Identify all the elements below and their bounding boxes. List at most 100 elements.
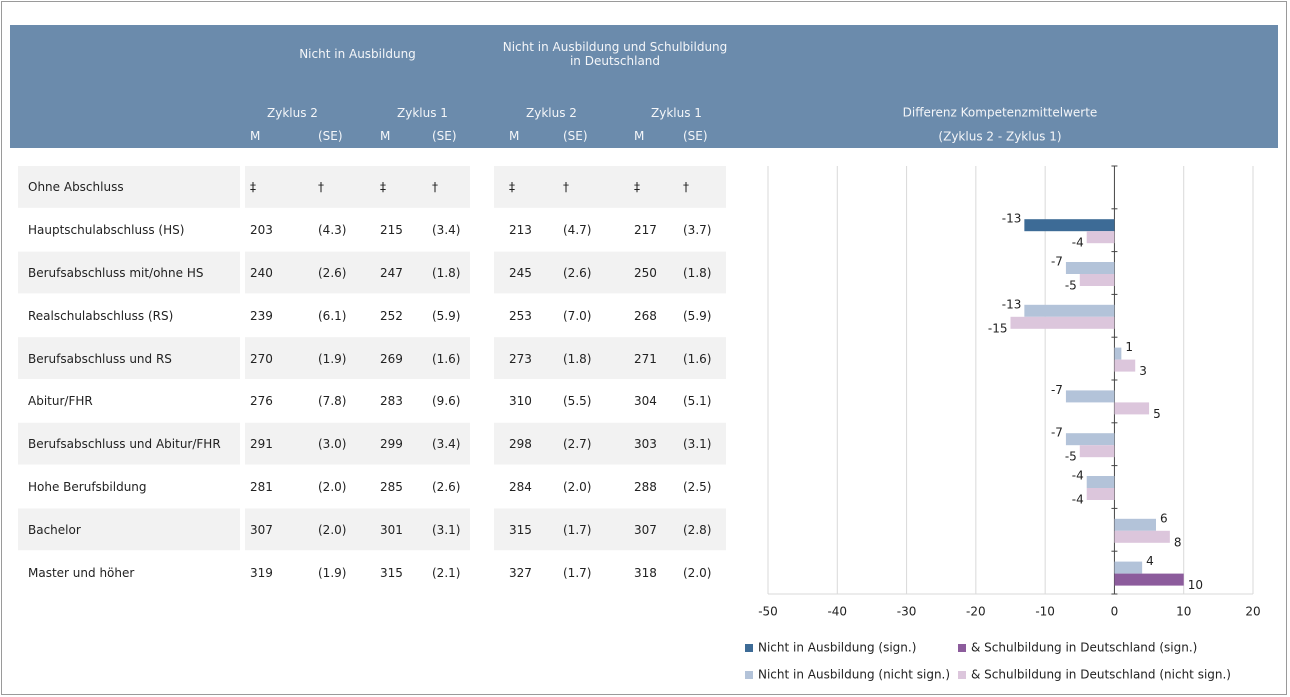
cycle-header: Zyklus 2 <box>267 106 318 120</box>
legend-swatch <box>745 671 753 679</box>
cell: (9.6) <box>432 394 461 409</box>
cell: 240 <box>250 266 273 280</box>
cell: (1.7) <box>563 522 592 537</box>
row-bg <box>245 422 470 465</box>
row-bg <box>245 508 470 551</box>
x-tick-label: 10 <box>1176 605 1191 619</box>
legend-label: Nicht in Ausbildung (sign.) <box>758 641 916 655</box>
cell: 291 <box>250 437 273 452</box>
row-bg <box>494 422 726 465</box>
row-bg <box>245 251 470 294</box>
cell: (1.8) <box>683 266 712 280</box>
data-label: -5 <box>1065 450 1077 464</box>
data-label: -15 <box>988 321 1008 335</box>
cell: (5.9) <box>683 308 712 323</box>
data-label: -4 <box>1072 469 1084 483</box>
bar <box>1079 445 1115 458</box>
cell: 203 <box>250 223 273 238</box>
cell: † <box>318 180 324 195</box>
row-bg <box>18 166 240 208</box>
cell: 315 <box>509 522 532 537</box>
cell: 304 <box>634 394 657 409</box>
bar <box>1086 476 1115 488</box>
bar <box>1114 530 1170 543</box>
data-label: -13 <box>1002 297 1022 311</box>
cell: 307 <box>250 522 273 537</box>
row-label: Hohe Berufsbildung <box>28 480 147 494</box>
bar <box>1024 219 1115 232</box>
cell: (2.1) <box>432 565 461 580</box>
x-tick-label: -30 <box>897 605 917 619</box>
data-label: -4 <box>1072 236 1084 250</box>
data-label: -7 <box>1051 255 1063 269</box>
cell: 319 <box>250 565 273 580</box>
bar <box>1114 402 1150 415</box>
cell: 252 <box>380 308 403 323</box>
legend-swatch <box>745 644 753 652</box>
row-bg <box>245 166 470 208</box>
row-label: Master und höher <box>28 565 135 580</box>
cycle-header: Zyklus 1 <box>397 106 448 120</box>
chart-subtitle: (Zyklus 2 - Zyklus 1) <box>938 130 1061 144</box>
cell: (1.9) <box>318 351 347 366</box>
cell: (2.8) <box>683 522 712 537</box>
data-label: 10 <box>1188 578 1203 592</box>
bar <box>1114 573 1184 586</box>
cell: (3.7) <box>683 223 712 238</box>
x-tick-label: -50 <box>758 605 778 619</box>
cell: † <box>432 180 438 195</box>
column-header: M <box>250 129 261 143</box>
x-tick-label: 0 <box>1111 605 1119 619</box>
cell: (3.1) <box>432 522 461 537</box>
cell: (2.7) <box>563 437 592 452</box>
row-label: Berufsabschluss und RS <box>28 351 172 366</box>
cell: (2.0) <box>563 480 592 494</box>
cell: 268 <box>634 308 657 323</box>
group-header: Nicht in Ausbildung <box>299 47 416 61</box>
cell: 283 <box>380 394 403 409</box>
cell: 284 <box>509 480 532 494</box>
cell: (2.0) <box>683 565 712 580</box>
row-bg <box>494 166 726 208</box>
cell: (1.8) <box>563 351 592 366</box>
cell: 303 <box>634 437 657 452</box>
row-bg <box>18 337 240 379</box>
row-bg <box>18 422 240 465</box>
x-tick-label: -20 <box>966 605 986 619</box>
cell: 271 <box>634 351 657 366</box>
cell: (4.7) <box>563 223 592 238</box>
cell: (2.6) <box>563 266 592 280</box>
cell: 245 <box>509 266 532 280</box>
bar <box>1065 262 1115 274</box>
cycle-header: Zyklus 2 <box>526 106 577 120</box>
cell: 253 <box>509 308 532 323</box>
column-header: M <box>634 129 645 143</box>
bar <box>1010 316 1115 329</box>
cell: 288 <box>634 480 657 494</box>
cell: (2.0) <box>318 522 347 537</box>
row-bg <box>494 508 726 551</box>
column-header: (SE) <box>683 129 708 143</box>
cell: 315 <box>380 565 403 580</box>
row-bg <box>18 508 240 551</box>
data-label: -7 <box>1051 383 1063 397</box>
bar <box>1114 518 1156 531</box>
cell: 301 <box>380 522 403 537</box>
cell: 270 <box>250 351 273 366</box>
legend-label: Nicht in Ausbildung (nicht sign.) <box>758 668 950 682</box>
bar <box>1114 359 1136 372</box>
bar <box>1065 433 1115 446</box>
cell: (2.6) <box>318 266 347 280</box>
cell: 299 <box>380 437 403 452</box>
data-label: -13 <box>1002 212 1022 226</box>
cell: (1.9) <box>318 565 347 580</box>
data-label: -4 <box>1072 493 1084 507</box>
bar <box>1086 488 1115 500</box>
cell: ‡ <box>380 180 386 195</box>
data-label: 5 <box>1153 407 1161 421</box>
row-bg <box>245 337 470 379</box>
cell: (3.4) <box>432 437 461 452</box>
x-tick-label: -10 <box>1035 605 1055 619</box>
cell: 285 <box>380 480 403 494</box>
